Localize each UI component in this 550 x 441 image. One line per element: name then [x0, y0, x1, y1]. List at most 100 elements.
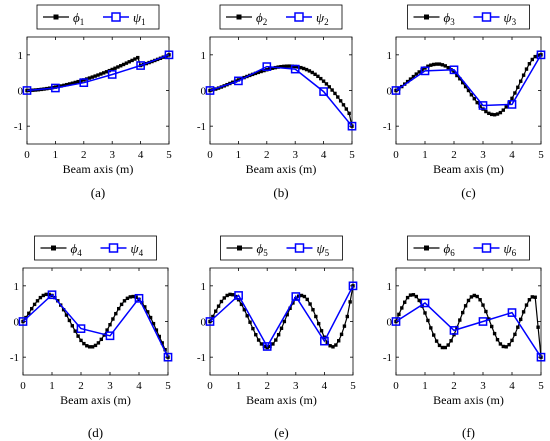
data-point: [484, 309, 488, 314]
data-point: [530, 57, 534, 62]
data-point: [62, 83, 66, 88]
data-point: [205, 86, 215, 95]
x-tick-label: 5: [165, 380, 171, 392]
data-point: [70, 81, 75, 85]
data-point: [437, 343, 442, 348]
data-point: [117, 306, 121, 311]
legend-marker: [108, 243, 119, 253]
x-tick-label: 4: [136, 380, 142, 392]
data-point: [160, 341, 164, 345]
data-point: [341, 103, 346, 107]
data-point: [440, 63, 445, 67]
data-point: [307, 69, 312, 73]
data-point: [284, 64, 289, 68]
legend-label: ψ6: [504, 241, 517, 258]
x-tick-label: 0: [207, 380, 213, 392]
data-point: [521, 73, 526, 77]
data-point: [143, 305, 147, 309]
x-tick-label: 2: [264, 149, 270, 161]
data-point: [35, 299, 40, 303]
data-point: [274, 338, 278, 342]
data-point: [64, 313, 69, 317]
data-point: [524, 303, 529, 307]
data-point: [116, 65, 120, 69]
series-psi: [391, 50, 546, 110]
x-tick-label: 3: [480, 380, 486, 392]
data-point: [90, 75, 95, 79]
legend-label: ϕ6: [444, 241, 456, 258]
data-point: [342, 324, 347, 328]
data-point: [85, 344, 89, 348]
data-point: [164, 50, 174, 60]
x-tick-label: 1: [236, 380, 242, 392]
data-point: [420, 298, 430, 308]
data-point: [256, 338, 261, 342]
y-tick-label: 0: [18, 86, 24, 98]
data-point: [105, 328, 109, 332]
data-point: [319, 329, 324, 333]
data-point: [475, 100, 479, 105]
legend-marker: [424, 14, 429, 20]
data-point: [38, 295, 43, 300]
data-point: [76, 334, 80, 338]
data-point: [56, 84, 60, 89]
legend-marker: [481, 243, 492, 253]
y-tick-label: 0: [14, 317, 20, 329]
y-tick-label: 1: [201, 281, 207, 293]
subplot-1: 0 1 2 3 4 5 -1 0 1 Beam axis (m) ϕ1 ψ1 (a): [14, 4, 174, 200]
data-point: [302, 294, 307, 299]
x-tick-label: 0: [24, 149, 30, 161]
data-point: [99, 72, 103, 76]
data-point: [469, 93, 474, 97]
x-tick-label: 0: [207, 149, 213, 161]
data-point: [461, 310, 465, 315]
series-psi: [22, 50, 174, 95]
data-point: [316, 74, 320, 79]
data-point: [154, 328, 159, 332]
data-point: [397, 312, 401, 317]
legend-label: ϕ2: [256, 10, 267, 27]
x-tick-label: 3: [107, 380, 113, 392]
data-point: [282, 319, 287, 324]
data-point: [76, 324, 86, 333]
data-point: [333, 91, 337, 96]
data-point: [320, 336, 329, 346]
data-point: [253, 71, 258, 76]
x-tick-label: 2: [78, 380, 84, 392]
data-point: [507, 308, 517, 317]
data-point: [490, 324, 494, 329]
x-tick-label: 2: [264, 380, 270, 392]
data-point: [73, 329, 77, 333]
data-point: [466, 298, 471, 303]
x-tick-label: 5: [166, 149, 172, 161]
data-point: [324, 82, 329, 86]
x-tick-label: 1: [53, 149, 59, 161]
data-point: [27, 311, 31, 315]
y-tick-label: 0: [201, 86, 207, 98]
data-point: [495, 337, 500, 342]
data-point: [504, 345, 508, 349]
data-point: [287, 64, 292, 68]
y-tick-label: 0: [201, 317, 207, 329]
data-point: [434, 62, 439, 66]
data-point: [536, 325, 540, 329]
data-point: [316, 321, 321, 326]
data-point: [440, 345, 445, 350]
data-point: [328, 344, 332, 348]
data-point: [214, 309, 218, 313]
y-tick-label: 1: [18, 50, 24, 62]
data-point: [319, 76, 323, 81]
data-point: [420, 66, 430, 76]
data-point: [133, 57, 137, 61]
data-point: [96, 341, 101, 345]
data-point: [449, 339, 453, 343]
data-point: [501, 108, 505, 112]
data-point: [211, 314, 215, 319]
series-line: [395, 302, 542, 358]
data-point: [256, 70, 260, 75]
data-point: [487, 111, 491, 116]
data-point: [345, 314, 349, 319]
subplot-caption: (c): [461, 185, 475, 200]
legend-marker: [424, 245, 429, 251]
data-point: [411, 74, 416, 79]
